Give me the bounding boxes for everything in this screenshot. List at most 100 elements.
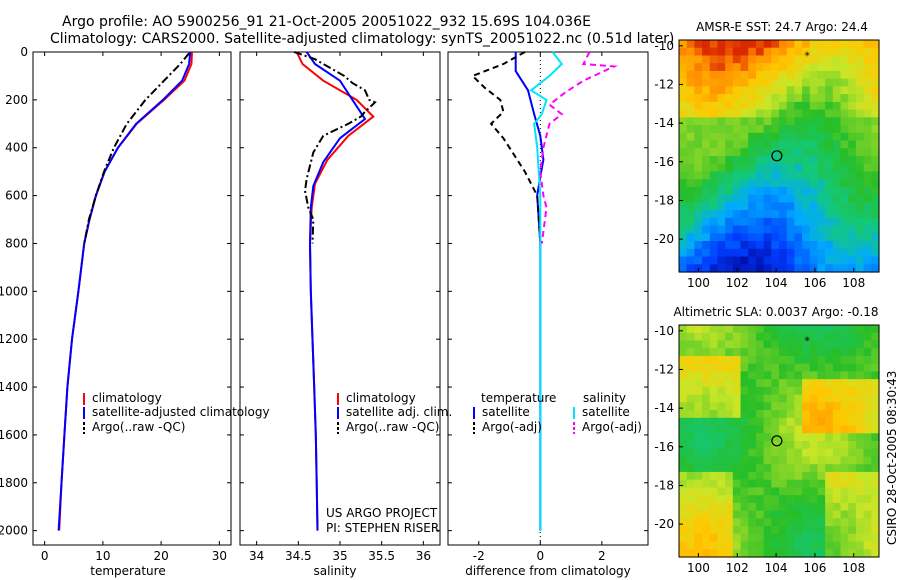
heatmap-cell (794, 109, 803, 118)
heatmap-cell (871, 471, 880, 481)
x-tick-label: 34 (249, 549, 264, 563)
heatmap-cell (794, 340, 803, 349)
heatmap-cell (794, 410, 803, 419)
heatmap-cell (694, 117, 703, 126)
heatmap-cell (802, 456, 811, 465)
heatmap-cell (786, 379, 795, 388)
heatmap-cell (855, 225, 865, 234)
heatmap-cell (755, 487, 765, 496)
heatmap-cell (802, 156, 811, 165)
heatmap-cell (763, 40, 772, 49)
heatmap-cell (809, 363, 819, 372)
heatmap-cell (863, 441, 872, 450)
heatmap-cell (694, 526, 703, 535)
difference-xlabel: difference from climatology (465, 564, 631, 578)
heatmap-cell (717, 487, 726, 496)
heatmap-cell (840, 479, 849, 488)
heatmap-cell (748, 363, 757, 372)
heatmap-cell (848, 217, 857, 227)
heatmap-cell (840, 101, 849, 111)
heatmap-cell (702, 425, 711, 434)
heatmap-cell (863, 340, 872, 349)
heatmap-cell (709, 40, 719, 49)
heatmap-cell (732, 148, 742, 157)
heatmap-cell (832, 379, 842, 388)
heatmap-cell (702, 78, 711, 87)
heatmap-cell (748, 86, 757, 95)
heatmap-cell (871, 163, 880, 173)
heatmap-cell (771, 541, 780, 550)
heatmap-cell (779, 148, 788, 157)
heatmap-cell (802, 264, 811, 273)
heatmap-cell (809, 217, 819, 227)
heatmap-cell (763, 526, 772, 535)
heatmap-cell (786, 433, 795, 442)
heatmap-cell (686, 417, 695, 427)
heatmap-cell (755, 78, 765, 87)
heatmap-cell (732, 417, 742, 427)
heatmap-cell (763, 502, 772, 512)
heatmap-cell (802, 502, 811, 512)
heatmap-cell (709, 264, 719, 273)
heatmap-cell (863, 518, 872, 527)
heatmap-cell (694, 363, 703, 372)
heatmap-cell (779, 264, 788, 273)
heatmap-cell (809, 448, 819, 458)
heatmap-cell (786, 325, 795, 334)
heatmap-cell (748, 425, 757, 434)
heatmap-cell (694, 325, 703, 334)
heatmap-cell (855, 417, 865, 427)
heatmap-cell (717, 348, 726, 357)
heatmap-cell (717, 210, 726, 219)
heatmap-cell (694, 210, 703, 219)
heatmap-cell (732, 402, 742, 411)
heatmap-cell (848, 248, 857, 258)
heatmap-cell (709, 363, 719, 372)
heatmap-cell (732, 526, 742, 535)
heatmap-cell (740, 371, 749, 380)
heatmap-cell (702, 355, 711, 365)
heatmap-cell (802, 386, 811, 396)
heatmap-cell (779, 256, 788, 265)
heatmap-cell (717, 417, 726, 427)
heatmap-cell (725, 471, 734, 481)
heatmap-cell (702, 194, 711, 203)
heatmap-cell (855, 233, 865, 242)
heatmap-cell (679, 225, 688, 234)
heatmap-cell (863, 117, 872, 126)
heatmap-cell (694, 417, 703, 427)
heatmap-cell (694, 410, 703, 419)
heatmap-cell (871, 94, 880, 103)
heatmap-cell (855, 533, 865, 543)
heatmap-cell (802, 549, 811, 558)
heatmap-cell (871, 241, 880, 250)
salinity-panel: salinity 34 34.5 35 35.5 36 (239, 51, 441, 578)
heatmap-cell (732, 410, 742, 419)
heatmap-cell (840, 332, 849, 342)
heatmap-cell (771, 233, 780, 242)
heatmap-cell (786, 363, 795, 372)
argo-location-marker (771, 435, 783, 447)
heatmap-cell (840, 109, 849, 118)
heatmap-cell (855, 464, 865, 473)
heatmap-cell (779, 194, 788, 203)
heatmap-cell (848, 202, 857, 211)
heatmap-cell (694, 386, 703, 396)
heatmap-cell (855, 248, 865, 258)
heatmap-cell (755, 256, 765, 265)
heatmap-cell (725, 371, 734, 380)
heatmap-cell (840, 241, 849, 250)
heatmap-cell (725, 225, 734, 234)
heatmap-cell (855, 179, 865, 188)
heatmap-cell (779, 495, 788, 504)
heatmap-cell (694, 433, 703, 442)
heatmap-cell (763, 47, 772, 57)
heatmap-cell (840, 526, 849, 535)
heatmap-cell (702, 86, 711, 95)
heatmap-cell (755, 386, 765, 396)
heatmap-cell (755, 241, 765, 250)
heatmap-cell (779, 417, 788, 427)
heatmap-cell (871, 502, 880, 512)
x-tick-label: 35 (332, 549, 347, 563)
heatmap-cell (755, 63, 765, 72)
